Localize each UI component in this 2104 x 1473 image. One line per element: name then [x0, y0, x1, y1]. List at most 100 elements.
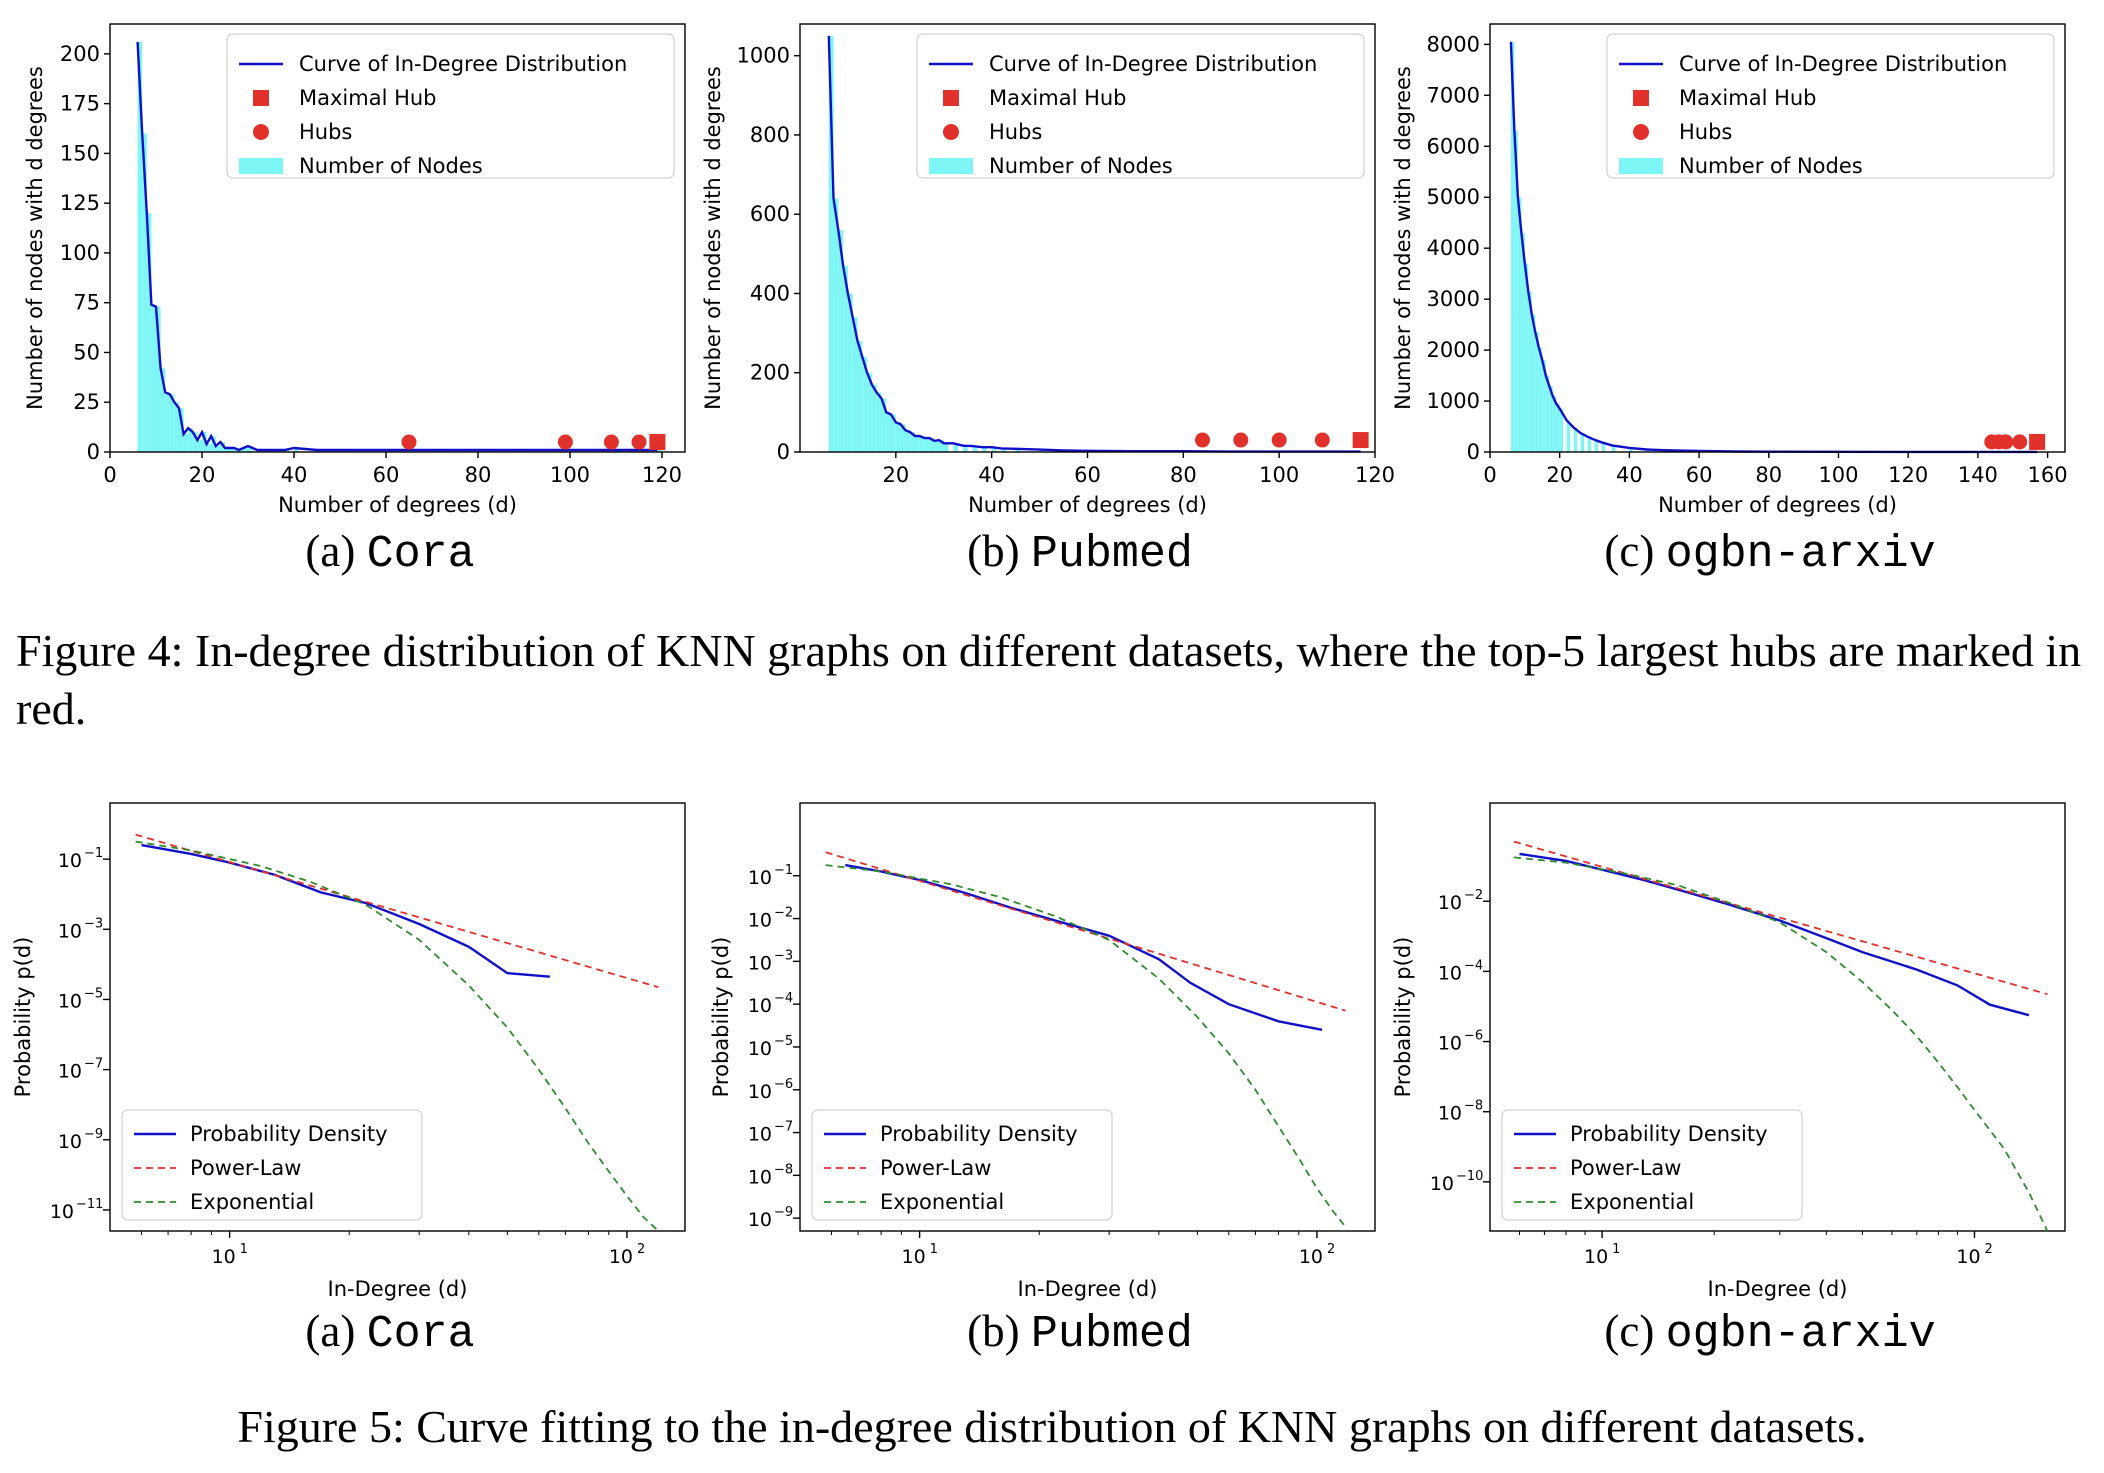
- x-tick-label: 60: [373, 463, 400, 487]
- y-tick-exponent: −8: [1464, 1099, 1483, 1114]
- y-tick-label: 3000: [1427, 287, 1480, 311]
- x-tick-exponent: 2: [1984, 1242, 1992, 1257]
- x-tick-label: 120: [642, 463, 682, 487]
- x-axis-label: Number of degrees (d): [278, 493, 517, 517]
- legend-label: Maximal Hub: [989, 86, 1127, 110]
- y-axis-label: Probability p(d): [11, 937, 35, 1098]
- legend-label: Power-Law: [880, 1156, 991, 1180]
- x-tick-exponent: 2: [637, 1242, 645, 1257]
- legend-label: Number of Nodes: [299, 154, 483, 178]
- legend-label: Exponential: [190, 1190, 314, 1214]
- figure5-caption: Figure 5: Curve fitting to the in-degree…: [0, 1398, 2104, 1456]
- legend-label: Probability Density: [1570, 1122, 1768, 1146]
- legend-nodes-swatch: [239, 158, 283, 174]
- y-tick-label: 0: [777, 440, 790, 464]
- legend-label: Curve of In-Degree Distribution: [299, 52, 627, 76]
- x-tick-label: 100: [1259, 463, 1299, 487]
- x-tick-label: 140: [1958, 463, 1998, 487]
- x-tick-label: 20: [882, 463, 909, 487]
- figure4-caption: Figure 4: In-degree distribution of KNN …: [16, 622, 2091, 738]
- hub-marker: [1998, 434, 2013, 449]
- y-tick-label: 1000: [1427, 389, 1480, 413]
- x-tick-label: 120: [1888, 463, 1928, 487]
- hub-marker: [1195, 433, 1210, 448]
- legend-label: Number of Nodes: [989, 154, 1173, 178]
- y-tick-exponent: −7: [774, 1120, 793, 1135]
- legend-label: Hubs: [1679, 120, 1732, 144]
- histogram-bar: [896, 422, 901, 452]
- y-tick-label: 10: [748, 1209, 772, 1231]
- y-axis-label: Number of nodes with d degrees: [701, 66, 725, 410]
- x-tick-label: 100: [1818, 463, 1858, 487]
- y-tick-label: 800: [750, 123, 790, 147]
- y-tick-exponent: −6: [774, 1077, 793, 1092]
- y-tick-exponent: −7: [84, 1057, 103, 1072]
- y-tick-label: 6000: [1427, 134, 1480, 158]
- histogram-bar: [1556, 404, 1559, 452]
- probability-density-line: [845, 865, 1322, 1030]
- legend-maximal-hub-swatch: [943, 90, 959, 106]
- y-tick-label: 600: [750, 202, 790, 226]
- y-tick-label: 10: [50, 1201, 74, 1223]
- x-tick-label: 10: [902, 1246, 926, 1268]
- y-tick-label: 10: [748, 910, 772, 932]
- y-tick-label: 400: [750, 281, 790, 305]
- legend-label: Maximal Hub: [1679, 86, 1817, 110]
- histogram-bar: [207, 444, 212, 452]
- maximal-hub-marker: [649, 434, 665, 450]
- y-tick-exponent: −2: [1464, 888, 1483, 903]
- histogram-bar: [834, 198, 839, 452]
- histogram-bar: [934, 441, 939, 452]
- y-tick-label: 0: [87, 440, 100, 464]
- legend-label: Probability Density: [190, 1122, 388, 1146]
- power-law-fit-line: [1514, 842, 2047, 995]
- y-tick-exponent: −11: [76, 1197, 103, 1212]
- histogram-bar: [165, 392, 170, 452]
- y-tick-label: 10: [748, 952, 772, 974]
- legend-nodes-swatch: [1619, 158, 1663, 174]
- x-tick-label: 10: [1956, 1246, 1980, 1268]
- power-law-fit-line: [136, 835, 659, 988]
- y-tick-exponent: −10: [1456, 1169, 1483, 1184]
- y-tick-exponent: −2: [774, 906, 793, 921]
- legend-label: Maximal Hub: [299, 86, 437, 110]
- histogram-bar: [905, 430, 910, 452]
- hub-marker: [1315, 433, 1330, 448]
- y-tick-label: 10: [58, 920, 82, 942]
- legend-label: Curve of In-Degree Distribution: [1679, 52, 2007, 76]
- x-axis-label: Number of degrees (d): [1658, 493, 1897, 517]
- y-tick-exponent: −1: [774, 863, 793, 878]
- y-tick-exponent: −3: [84, 916, 103, 931]
- x-tick-label: 0: [103, 463, 116, 487]
- x-tick-label: 10: [1299, 1246, 1323, 1268]
- x-axis-label: In-Degree (d): [1708, 1277, 1848, 1301]
- subcaption-fig4-a: (a) Cora: [140, 525, 640, 580]
- y-tick-label: 200: [60, 42, 100, 66]
- x-tick-label: 20: [1546, 463, 1573, 487]
- subcaption-fig4-c: (c) ogbn-arxiv: [1520, 525, 2020, 580]
- x-tick-label: 10: [1584, 1246, 1608, 1268]
- histogram-bar: [944, 443, 949, 452]
- x-tick-label: 0: [1483, 463, 1496, 487]
- legend-maximal-hub-swatch: [253, 90, 269, 106]
- x-tick-label: 10: [609, 1246, 633, 1268]
- y-tick-exponent: −6: [1464, 1029, 1483, 1044]
- y-axis-label: Number of nodes with d degrees: [23, 66, 47, 410]
- y-tick-label: 150: [60, 141, 100, 165]
- y-axis-label: Probability p(d): [709, 937, 733, 1098]
- y-tick-label: 10: [58, 1131, 82, 1153]
- x-tick-label: 40: [281, 463, 308, 487]
- x-tick-label: 80: [465, 463, 492, 487]
- histogram-bar: [1567, 420, 1570, 452]
- x-tick-label: 60: [1074, 463, 1101, 487]
- maximal-hub-marker: [2029, 434, 2045, 450]
- x-tick-label: 60: [1686, 463, 1713, 487]
- histogram-bar: [197, 440, 202, 452]
- maximal-hub-marker: [1353, 432, 1369, 448]
- y-axis-label: Number of nodes with d degrees: [1391, 66, 1415, 410]
- x-axis-label: In-Degree (d): [1018, 1277, 1158, 1301]
- hub-marker: [558, 435, 573, 450]
- legend-label: Exponential: [880, 1190, 1004, 1214]
- legend-label: Number of Nodes: [1679, 154, 1863, 178]
